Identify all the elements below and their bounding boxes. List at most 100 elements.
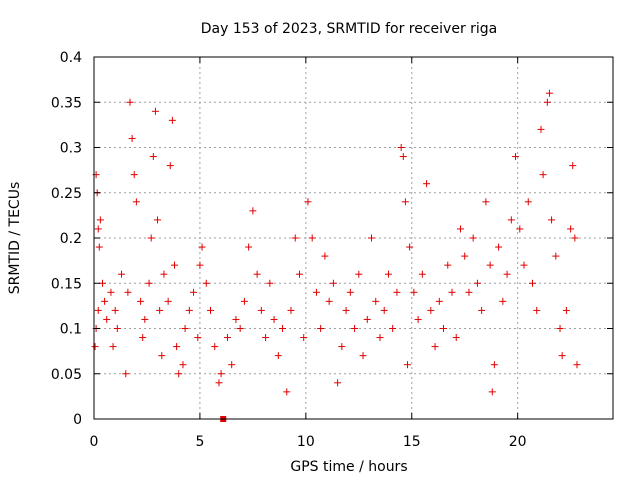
data-point bbox=[545, 89, 553, 97]
data-point bbox=[198, 243, 206, 251]
data-point bbox=[418, 270, 426, 278]
data-point bbox=[98, 279, 106, 287]
x-tick-label: 15 bbox=[403, 434, 421, 450]
data-point bbox=[240, 297, 248, 305]
data-point bbox=[147, 234, 155, 242]
y-tick-label: 0 bbox=[73, 412, 82, 428]
data-point bbox=[128, 134, 136, 142]
y-tick-label: 0.4 bbox=[60, 50, 82, 66]
data-point bbox=[359, 352, 367, 360]
data-point bbox=[552, 252, 560, 260]
axis-ticks: 0 0.05 0.1 0.15 0.2 0.25 0.3 0.35 0.4 0 5 10 15 20 bbox=[51, 50, 613, 450]
data-point bbox=[503, 270, 511, 278]
data-point bbox=[558, 352, 566, 360]
data-point bbox=[431, 343, 439, 351]
data-point bbox=[107, 288, 115, 296]
data-point bbox=[562, 306, 570, 314]
y-tick-label: 0.35 bbox=[51, 95, 82, 111]
chart-title: Day 153 of 2023, SRMTID for receiver rig… bbox=[201, 21, 498, 37]
x-tick-label: 20 bbox=[509, 434, 527, 450]
data-point bbox=[96, 216, 104, 224]
data-point bbox=[486, 261, 494, 269]
data-point bbox=[283, 388, 291, 396]
data-point bbox=[469, 234, 477, 242]
data-point bbox=[406, 243, 414, 251]
data-point bbox=[113, 325, 121, 332]
data-point bbox=[232, 315, 240, 323]
data-point bbox=[351, 325, 359, 332]
data-point bbox=[175, 370, 183, 378]
data-point bbox=[295, 270, 303, 278]
data-point bbox=[363, 315, 371, 323]
data-point bbox=[456, 225, 464, 233]
data-point bbox=[397, 144, 405, 151]
data-point bbox=[380, 306, 388, 314]
data-point bbox=[249, 207, 257, 215]
data-point bbox=[300, 334, 308, 342]
data-point bbox=[414, 315, 422, 323]
data-point bbox=[490, 361, 498, 369]
data-point bbox=[196, 261, 204, 269]
data-point bbox=[118, 270, 126, 278]
data-point bbox=[461, 252, 469, 260]
data-point bbox=[427, 306, 435, 314]
data-point bbox=[223, 334, 231, 342]
data-point bbox=[516, 225, 524, 233]
data-point bbox=[274, 352, 282, 360]
data-point bbox=[537, 125, 545, 133]
y-tick-label: 0.3 bbox=[60, 141, 82, 157]
data-point bbox=[145, 279, 153, 287]
data-point bbox=[448, 288, 456, 296]
data-point bbox=[170, 261, 178, 269]
data-point bbox=[124, 288, 132, 296]
data-point bbox=[141, 315, 149, 323]
data-point bbox=[567, 225, 575, 233]
data-point bbox=[94, 306, 102, 314]
data-point bbox=[478, 306, 486, 314]
data-point bbox=[109, 343, 117, 351]
data-point bbox=[325, 297, 333, 305]
data-point bbox=[368, 234, 376, 242]
data-point bbox=[190, 288, 198, 296]
data-point bbox=[262, 334, 270, 342]
data-point bbox=[355, 270, 363, 278]
data-point bbox=[533, 306, 541, 314]
data-point bbox=[423, 180, 431, 188]
data-point bbox=[270, 315, 278, 323]
data-point bbox=[308, 234, 316, 242]
data-point bbox=[539, 171, 547, 179]
data-point bbox=[137, 297, 145, 305]
data-point bbox=[346, 288, 354, 296]
data-point bbox=[338, 343, 346, 351]
data-point bbox=[473, 279, 481, 287]
data-point bbox=[236, 325, 244, 332]
data-point bbox=[444, 261, 452, 269]
data-point bbox=[139, 334, 147, 342]
data-point bbox=[207, 306, 215, 314]
data-point bbox=[156, 306, 164, 314]
data-point bbox=[569, 162, 577, 170]
data-point bbox=[126, 98, 134, 106]
data-point bbox=[202, 279, 210, 287]
data-point bbox=[257, 306, 265, 314]
data-point bbox=[556, 325, 564, 332]
data-point bbox=[384, 270, 392, 278]
data-point bbox=[111, 306, 119, 314]
data-point bbox=[304, 198, 312, 206]
data-point bbox=[512, 153, 520, 161]
data-point bbox=[130, 171, 138, 179]
data-point bbox=[228, 361, 236, 369]
data-point bbox=[149, 153, 157, 161]
x-tick-label: 0 bbox=[90, 434, 99, 450]
data-point bbox=[524, 198, 532, 206]
data-point bbox=[154, 216, 162, 224]
data-point bbox=[94, 225, 102, 233]
data-point bbox=[291, 234, 299, 242]
data-point bbox=[520, 261, 528, 269]
data-point bbox=[279, 325, 287, 332]
data-point bbox=[173, 343, 181, 351]
data-point bbox=[211, 343, 219, 351]
data-point bbox=[548, 216, 556, 224]
data-point bbox=[91, 343, 99, 351]
